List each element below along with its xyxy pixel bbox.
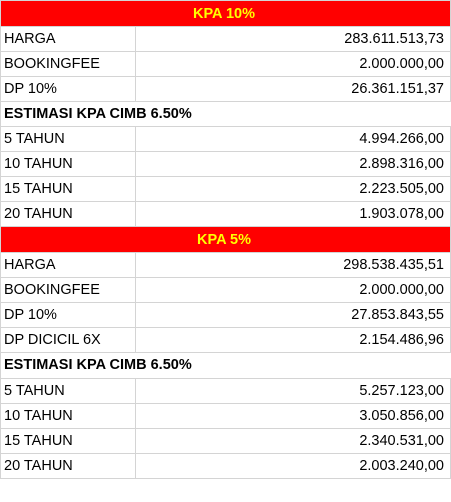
label-cell: BOOKINGFEE <box>0 51 136 77</box>
label-cell: 20 TAHUN <box>0 453 136 479</box>
value-cell: 2.223.505,00 <box>135 176 451 202</box>
label-cell: 5 TAHUN <box>0 126 136 152</box>
row: DP DICICIL 6X 2.154.486,96 <box>0 327 451 353</box>
row: 15 TAHUN 2.223.505,00 <box>0 176 451 202</box>
row: ESTIMASI KPA CIMB 6.50% <box>0 101 451 127</box>
row: 20 TAHUN 1.903.078,00 <box>0 201 451 227</box>
label-cell: 15 TAHUN <box>0 428 136 454</box>
spreadsheet: KPA 10% HARGA 283.611.513,73 BOOKINGFEE 2.00… <box>0 0 451 479</box>
value-cell: 283.611.513,73 <box>135 26 451 52</box>
label-cell: BOOKINGFEE <box>0 277 136 303</box>
value-cell: 27.853.843,55 <box>135 302 451 328</box>
row: 5 TAHUN 4.994.266,00 <box>0 126 451 152</box>
section-header-row: KPA 5% <box>0 226 451 253</box>
label-cell: DP DICICIL 6X <box>0 327 136 353</box>
row: 5 TAHUN 5.257.123,00 <box>0 378 451 404</box>
label-cell: DP 10% <box>0 76 136 102</box>
value-cell: 2.898.316,00 <box>135 151 451 177</box>
value-cell: 298.538.435,51 <box>135 252 451 278</box>
value-cell: 2.154.486,96 <box>135 327 451 353</box>
subheading: ESTIMASI KPA CIMB 6.50% <box>0 101 451 127</box>
row: HARGA 283.611.513,73 <box>0 26 451 52</box>
label-cell: HARGA <box>0 26 136 52</box>
section-header-row: KPA 10% <box>0 0 451 27</box>
row: 10 TAHUN 3.050.856,00 <box>0 403 451 429</box>
value-cell: 2.000.000,00 <box>135 277 451 303</box>
row: 10 TAHUN 2.898.316,00 <box>0 151 451 177</box>
value-cell: 3.050.856,00 <box>135 403 451 429</box>
subheading: ESTIMASI KPA CIMB 6.50% <box>0 352 451 379</box>
value-cell: 2.340.531,00 <box>135 428 451 454</box>
row: DP 10% 27.853.843,55 <box>0 302 451 328</box>
section-title: KPA 5% <box>0 226 451 253</box>
label-cell: DP 10% <box>0 302 136 328</box>
value-cell: 5.257.123,00 <box>135 378 451 404</box>
value-cell: 1.903.078,00 <box>135 201 451 227</box>
label-cell: HARGA <box>0 252 136 278</box>
label-cell: 15 TAHUN <box>0 176 136 202</box>
row: DP 10% 26.361.151,37 <box>0 76 451 102</box>
row: ESTIMASI KPA CIMB 6.50% <box>0 352 451 379</box>
value-cell: 4.994.266,00 <box>135 126 451 152</box>
label-cell: 5 TAHUN <box>0 378 136 404</box>
row: BOOKINGFEE 2.000.000,00 <box>0 277 451 303</box>
row: 20 TAHUN 2.003.240,00 <box>0 453 451 479</box>
section-title: KPA 10% <box>0 0 451 27</box>
row: HARGA 298.538.435,51 <box>0 252 451 278</box>
sheet-body: KPA 10% HARGA 283.611.513,73 BOOKINGFEE 2.00… <box>0 0 451 479</box>
row: 15 TAHUN 2.340.531,00 <box>0 428 451 454</box>
value-cell: 2.000.000,00 <box>135 51 451 77</box>
value-cell: 2.003.240,00 <box>135 453 451 479</box>
label-cell: 10 TAHUN <box>0 151 136 177</box>
row: BOOKINGFEE 2.000.000,00 <box>0 51 451 77</box>
label-cell: 20 TAHUN <box>0 201 136 227</box>
label-cell: 10 TAHUN <box>0 403 136 429</box>
value-cell: 26.361.151,37 <box>135 76 451 102</box>
